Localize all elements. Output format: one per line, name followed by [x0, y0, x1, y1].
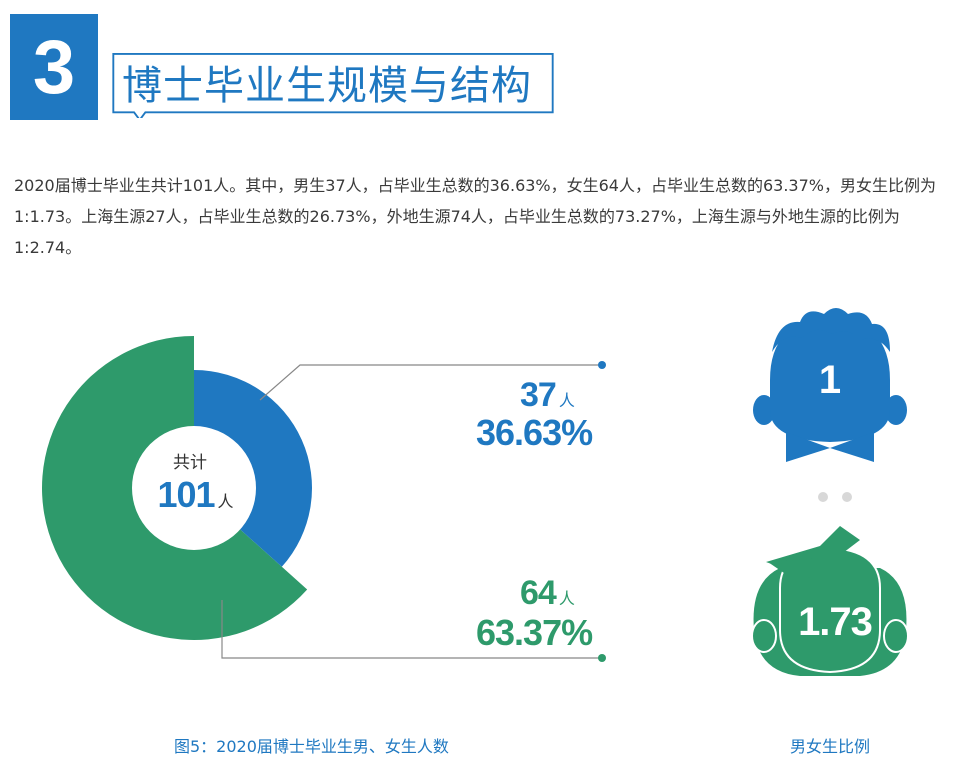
- ratio-male-value: 1: [818, 358, 842, 402]
- female-head-icon: [751, 526, 909, 676]
- male-count: 37: [520, 376, 557, 414]
- donut-chart-caption: 图5：2020届博士毕业生男、女生人数: [174, 737, 449, 756]
- donut-center-value: 101 人: [140, 474, 250, 516]
- section-number: 3: [32, 25, 76, 110]
- male-percent-label: 36.63%: [476, 412, 593, 453]
- donut-slice-male: [194, 370, 312, 567]
- gender-ratio-illustration: [751, 308, 909, 676]
- male-count-unit: 人: [558, 391, 575, 410]
- female-count-unit: 人: [558, 589, 575, 608]
- donut-center-label: 共计: [173, 453, 207, 473]
- section-title: 博士毕业生规模与结构: [122, 63, 532, 109]
- donut-center-hole: [132, 426, 256, 550]
- female-count: 64: [520, 574, 557, 612]
- male-count-label: 37 人: [520, 376, 575, 415]
- separator-dots-icon: [818, 492, 852, 502]
- ratio-female-value: 1.73: [798, 600, 873, 644]
- leader-line-male: [259, 364, 602, 401]
- leader-line-female: [221, 600, 602, 659]
- section-header: 3 博士毕业生规模与结构: [0, 0, 971, 140]
- donut-center-unit: 人: [217, 492, 234, 511]
- section-number-box: 3: [10, 14, 98, 120]
- female-count-label: 64 人: [520, 574, 575, 613]
- donut-center-number: 101: [157, 474, 215, 515]
- title-frame: [112, 52, 554, 118]
- description-paragraph: 2020届博士毕业生共计101人。其中，男生37人，占毕业生总数的36.63%，…: [14, 176, 936, 257]
- ratio-caption: 男女生比例: [790, 737, 871, 756]
- male-head-icon: [753, 308, 907, 462]
- leader-dot-male: [598, 361, 606, 369]
- female-percent-label: 63.37%: [476, 612, 593, 653]
- gender-donut-chart: [41, 336, 606, 662]
- leader-dot-female: [598, 654, 606, 662]
